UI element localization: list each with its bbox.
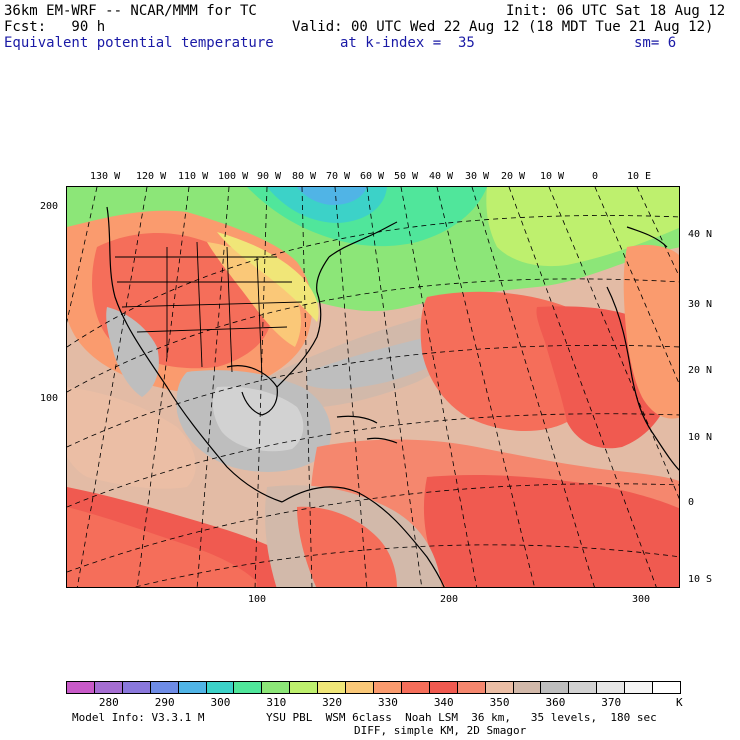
colorbar-swatch: [121, 681, 150, 694]
colorbar-label: 310: [266, 696, 287, 709]
colorbar-swatch: [512, 681, 541, 694]
colorbar-label: 300: [210, 696, 231, 709]
lat-label: 10 S: [688, 574, 713, 585]
colorbar-label: 290: [154, 696, 175, 709]
graticule: [67, 187, 679, 587]
colorbar-swatch: [345, 681, 373, 694]
colorbar-swatch: [373, 681, 401, 694]
map-canvas: [67, 187, 679, 587]
colorbar-swatch: [177, 681, 206, 694]
colorbar-label: 320: [322, 696, 343, 709]
grid-x-label: 200: [440, 594, 459, 605]
colorbar-swatch: [205, 681, 234, 694]
colorbar-swatch: [596, 681, 625, 694]
grid-x-label: 300: [632, 594, 651, 605]
colorbar-swatch: [289, 681, 318, 694]
colorbar-swatch: [149, 681, 178, 694]
lon-label: 10 W: [540, 171, 565, 182]
colorbar-label: 330: [378, 696, 398, 709]
lon-label: 110 W: [178, 171, 209, 182]
colorbar-swatch: [233, 681, 262, 694]
colorbar-swatch: [624, 681, 653, 694]
init-time: Init: 06 UTC Sat 18 Aug 12: [506, 3, 726, 19]
state-boundaries: [115, 241, 303, 378]
colorbar-swatch: [568, 681, 597, 694]
lon-label: 10 E: [627, 171, 652, 182]
model-info: Model Info: V3.3.1 M: [72, 711, 205, 724]
smoothing-info: sm= 6: [634, 35, 677, 51]
colorbar-swatch: [428, 681, 457, 694]
colorbar-label: 370: [601, 696, 622, 709]
physics-info: YSU PBL WSM 6class Noah LSM 36 km, 35 le…: [266, 711, 657, 724]
colorbar-label: 280: [98, 696, 119, 709]
lat-label: 30 N: [688, 299, 713, 310]
lon-label: 20 W: [501, 171, 526, 182]
lon-label: 130 W: [90, 171, 121, 182]
grid-y-label: 100: [40, 393, 59, 404]
diffusion-info: DIFF, simple KM, 2D Smagor: [354, 724, 527, 737]
lat-label: 20 N: [688, 365, 713, 376]
lon-label: 40 W: [429, 171, 454, 182]
lat-label: 10 N: [688, 432, 713, 443]
colorbar: [66, 681, 681, 694]
colorbar-swatch: [484, 681, 513, 694]
field-name: Equivalent potential temperature: [4, 35, 274, 51]
grid-x-label: 100: [248, 594, 267, 605]
theta-e-map: [66, 186, 680, 588]
colorbar-swatch: [400, 681, 429, 694]
lon-label: 70 W: [326, 171, 351, 182]
lon-label: 100 W: [218, 171, 249, 182]
lat-label: 0: [688, 497, 695, 508]
colorbar-swatch: [261, 681, 290, 694]
colorbar-swatch: [93, 681, 122, 694]
coastlines: [106, 206, 679, 587]
lon-label: 80 W: [292, 171, 317, 182]
valid-time: Valid: 00 UTC Wed 22 Aug 12 (18 MDT Tue …: [292, 19, 714, 35]
lon-label: 60 W: [360, 171, 385, 182]
lat-label: 40 N: [688, 229, 713, 240]
forecast-hour: Fcst: 90 h: [4, 19, 106, 35]
colorbar-swatch: [317, 681, 346, 694]
colorbar-label: 360: [545, 696, 566, 709]
lon-label: 120 W: [136, 171, 167, 182]
colorbar-label: 340: [433, 696, 454, 709]
lon-label: 30 W: [465, 171, 490, 182]
lon-label: 90 W: [257, 171, 282, 182]
colorbar-unit: K: [676, 696, 683, 709]
lon-label: 50 W: [394, 171, 419, 182]
colorbar-swatch: [540, 681, 569, 694]
level-info: at k-index = 35: [340, 35, 475, 51]
colorbar-label: 350: [489, 696, 510, 709]
colorbar-swatch: [652, 681, 681, 694]
grid-y-label: 200: [40, 201, 59, 212]
model-title: 36km EM-WRF -- NCAR/MMM for TC: [4, 3, 257, 19]
colorbar-swatch: [456, 681, 485, 694]
lon-label: 0: [592, 171, 599, 182]
colorbar-swatch: [66, 681, 94, 694]
